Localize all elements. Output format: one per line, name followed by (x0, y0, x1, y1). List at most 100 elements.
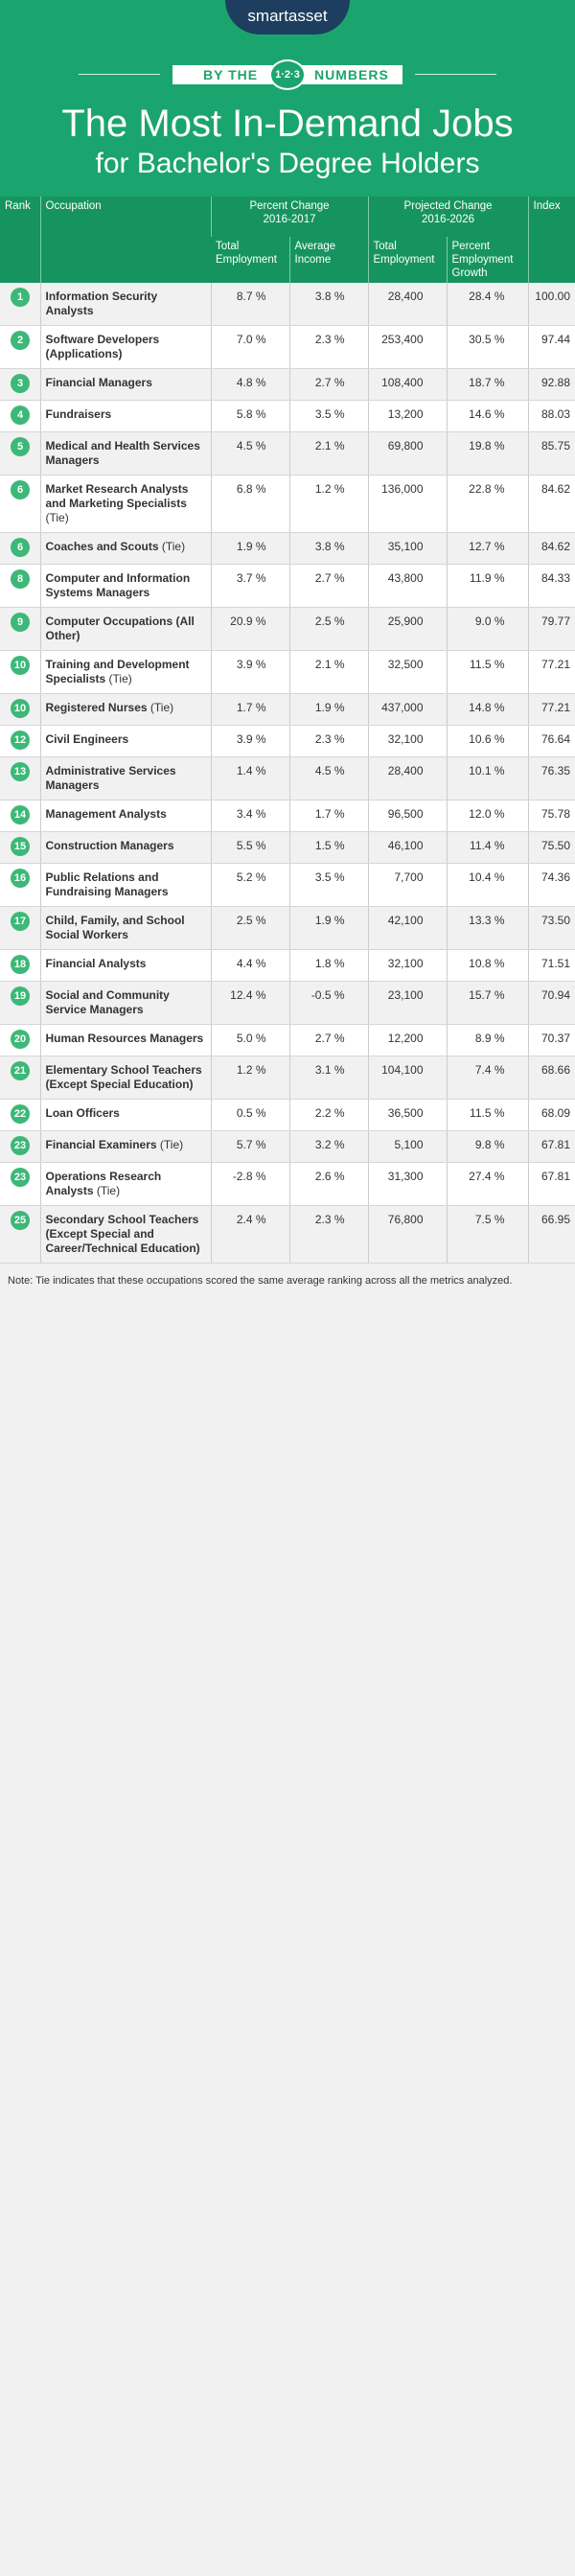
rank-cell: 10 (0, 693, 40, 726)
cell: -2.8 % (210, 1162, 289, 1206)
row: 6 Coaches and Scouts (Tie) 1.9 % 3.8 % 35,10… (0, 532, 575, 565)
row: 10 Registered Nurses (Tie) 1.7 % 1.9 % 437,0… (0, 693, 575, 726)
cell: 73.50 (527, 906, 575, 950)
occupation-cell: Human Resources Managers (39, 1024, 211, 1056)
logo: smartasset (225, 0, 350, 35)
header-index: Index (527, 197, 575, 283)
row: 25 Secondary School Teachers (Except Spec… (0, 1205, 575, 1264)
row: 22 Loan Officers 0.5 % 2.2 % 36,500 11.5 % 68.… (0, 1099, 575, 1131)
cell: 3.9 % (210, 725, 289, 757)
title-line: The Most In-Demand Jobs (61, 103, 514, 145)
cell: 84.62 (527, 532, 575, 565)
cell: 88.03 (527, 400, 575, 432)
cell: 136,000 (367, 475, 447, 533)
occupation: Training and Development Specialists (45, 658, 190, 685)
rank-cell: 19 (0, 981, 40, 1025)
cell: 2.1 % (288, 431, 368, 476)
row: 17 Child, Family, and School Social Worke… (0, 906, 575, 950)
cell: 3.7 % (210, 564, 289, 608)
cell: 76.35 (527, 756, 575, 801)
cell: 42,100 (367, 906, 447, 950)
cell: 32,100 (367, 949, 447, 982)
cell: 11.4 % (446, 831, 528, 864)
cell: -0.5 % (288, 981, 368, 1025)
cell: 2.3 % (288, 325, 368, 369)
header-group-label: Percent Change (249, 200, 330, 212)
rank: 6 (11, 538, 30, 557)
rank: 9 (11, 613, 30, 632)
occupation: Operations Research Analysts (45, 1170, 162, 1197)
header-sub: Total Employment (211, 237, 289, 283)
cell: 2.7 % (288, 564, 368, 608)
cell: 18.7 % (446, 368, 528, 401)
cell: 1.9 % (288, 693, 368, 726)
cell: 10.1 % (446, 756, 528, 801)
cell: 5.7 % (210, 1130, 289, 1163)
cell: 68.66 (527, 1056, 575, 1100)
banner-right: NUMBERS (314, 67, 389, 82)
cell: 76.64 (527, 725, 575, 757)
rank: 6 (11, 480, 30, 499)
cell: 2.2 % (288, 1099, 368, 1131)
tie: (Tie) (159, 1138, 184, 1151)
cell: 9.8 % (446, 1130, 528, 1163)
header-group-period: 2016-2017 (263, 214, 316, 225)
cell: 12,200 (367, 1024, 447, 1056)
cell: 77.21 (527, 650, 575, 694)
cell: 74.36 (527, 863, 575, 907)
cell: 92.88 (527, 368, 575, 401)
header-occupation: Occupation (39, 197, 211, 283)
row: 4 Fundraisers 5.8 % 3.5 % 13,200 14.6 % 88.03 (0, 400, 575, 432)
occupation-cell: Construction Managers (39, 831, 211, 864)
cell: 2.5 % (288, 607, 368, 651)
row: 18 Financial Analysts 4.4 % 1.8 % 32,100 10.8… (0, 949, 575, 982)
occupation: Information Security Analysts (45, 290, 158, 317)
cell: 77.21 (527, 693, 575, 726)
cell: 2.7 % (288, 368, 368, 401)
cell: 68.09 (527, 1099, 575, 1131)
cell: 43,800 (367, 564, 447, 608)
cell: 20.9 % (210, 607, 289, 651)
cell: 253,400 (367, 325, 447, 369)
cell: 12.7 % (446, 532, 528, 565)
occupation: Software Developers (Applications) (45, 333, 160, 360)
cell: 2.4 % (210, 1205, 289, 1264)
cell: 85.75 (527, 431, 575, 476)
occupation-cell: Market Research Analysts and Marketing S… (39, 475, 211, 533)
header-group: Projected Change 2016-2026 (367, 197, 528, 237)
rank: 10 (11, 656, 30, 675)
rank-cell: 25 (0, 1205, 40, 1264)
badge: 1·2·3 (269, 59, 306, 90)
cell: 10.6 % (446, 725, 528, 757)
cell: 5.8 % (210, 400, 289, 432)
rank: 1 (11, 288, 30, 307)
cell: 3.9 % (210, 650, 289, 694)
tie: (Tie) (150, 701, 174, 714)
rank-cell: 17 (0, 906, 40, 950)
occupation-cell: Computer and Information Systems Manager… (39, 564, 211, 608)
occupation-cell: Public Relations and Fundraising Manager… (39, 863, 211, 907)
cell: 28.4 % (446, 283, 528, 326)
rank-cell: 4 (0, 400, 40, 432)
rank: 2 (11, 331, 30, 350)
rank: 5 (11, 437, 30, 456)
cell: 5.2 % (210, 863, 289, 907)
rank-cell: 5 (0, 431, 40, 476)
cell: 13.3 % (446, 906, 528, 950)
occupation: Loan Officers (45, 1106, 120, 1120)
cell: 12.0 % (446, 800, 528, 832)
tie: (Tie) (108, 672, 132, 685)
cell: 1.8 % (288, 949, 368, 982)
cell: 66.95 (527, 1205, 575, 1264)
row: 3 Financial Managers 4.8 % 2.7 % 108,400 18.7… (0, 368, 575, 401)
cell: 7.0 % (210, 325, 289, 369)
cell: 104,100 (367, 1056, 447, 1100)
cell: 35,100 (367, 532, 447, 565)
cell: 1.2 % (210, 1056, 289, 1100)
occupation-cell: Loan Officers (39, 1099, 211, 1131)
cell: 11.5 % (446, 650, 528, 694)
cell: 2.6 % (288, 1162, 368, 1206)
cell: 3.1 % (288, 1056, 368, 1100)
table-body: 1 Information Security Analysts 8.7 % 3.8 %… (0, 283, 575, 1264)
occupation-cell: Social and Community Service Managers (39, 981, 211, 1025)
